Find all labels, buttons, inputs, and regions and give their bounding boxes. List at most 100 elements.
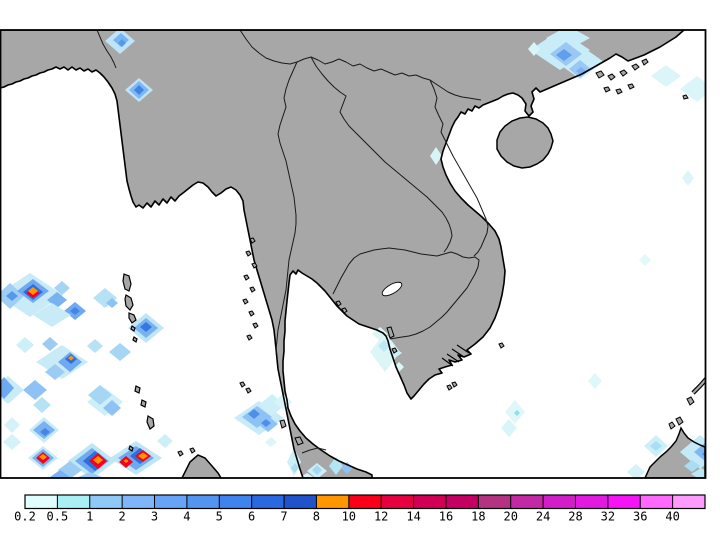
precip-cell [588, 373, 602, 389]
map-frame [0, 29, 707, 479]
precip-cell [691, 468, 705, 478]
colorbar-label: 12 [374, 510, 388, 524]
andaman-nicobar-islands [122, 273, 155, 452]
precip-cell [70, 307, 80, 315]
precip-cell [556, 49, 572, 61]
precip-cell [123, 459, 129, 463]
colorbar-segment [607, 495, 641, 509]
precip-cell [680, 435, 705, 469]
colorbar-segment [543, 495, 576, 509]
colorbar-label: 18 [471, 510, 485, 524]
precip-cell [291, 463, 299, 473]
colorbar-label: 3 [151, 510, 158, 524]
precip-cell [54, 281, 70, 295]
map-lines-layer [0, 30, 705, 478]
colorbar-label: 0.2 [14, 510, 36, 524]
precip-cell [370, 332, 400, 372]
colorbar-label: 28 [568, 510, 582, 524]
colorbar-segment [316, 495, 349, 509]
precip-cell [528, 42, 540, 56]
colorbar-segment [445, 495, 479, 509]
colorbar-segment [89, 495, 123, 509]
colorbar-segment [25, 495, 58, 509]
colorbar-label: 0.5 [47, 510, 69, 524]
precip-cell [0, 377, 14, 399]
precip-cell [76, 472, 104, 478]
colorbar-label: 7 [280, 510, 287, 524]
precip-cell [109, 343, 131, 361]
precip-cell [33, 397, 51, 413]
precip-cell [680, 76, 705, 102]
precip-cell [430, 147, 442, 165]
precip-cell [42, 337, 58, 351]
precip-cell [627, 464, 645, 478]
precip-cell [16, 337, 34, 353]
precip-cell [312, 465, 322, 475]
precipitation-layer [0, 30, 720, 478]
colorbar-label: 32 [601, 510, 615, 524]
colorbar-segment [478, 495, 511, 509]
colorbar-label: 36 [633, 510, 647, 524]
precip-cell [68, 355, 74, 361]
precip-cell [501, 419, 517, 437]
precip-cell [4, 417, 20, 433]
colorbar-segment [122, 495, 155, 509]
colorbar-segment [510, 495, 544, 509]
colorbar-segment [575, 495, 608, 509]
colorbar-segment [284, 495, 317, 509]
precip-cell [261, 419, 271, 427]
colorbar-label: 6 [248, 510, 255, 524]
precip-cell [651, 65, 681, 87]
colorbar-label: 8 [313, 510, 320, 524]
precip-cell [684, 460, 700, 472]
precip-cell [39, 454, 47, 460]
precip-cell [23, 380, 47, 400]
precip-cell [138, 452, 148, 460]
precip-cell [341, 462, 353, 474]
colorbar-label: 10 [342, 510, 356, 524]
precip-cell [88, 385, 112, 405]
precip-cell [87, 339, 103, 353]
colorbar-label: 1 [86, 510, 93, 524]
precip-cell [248, 409, 260, 419]
colorbar-segment [57, 495, 90, 509]
precip-cell [3, 434, 21, 450]
precip-cell [93, 456, 103, 464]
colorbar-segment [186, 495, 220, 509]
colorbar-label: 14 [406, 510, 420, 524]
precip-cell [694, 442, 705, 462]
precip-cell [134, 85, 144, 95]
colorbar-label: 4 [183, 510, 190, 524]
colorbar-segment [348, 495, 382, 509]
precip-cell [514, 410, 520, 416]
precip-cell [103, 400, 121, 416]
colorbar-outline [24, 494, 706, 510]
tonle-sap-lake [381, 281, 403, 297]
precip-cell [50, 470, 70, 478]
precip-cell [710, 418, 720, 434]
precip-cell [118, 39, 126, 47]
colorbar-label: 24 [536, 510, 550, 524]
precip-cell [33, 303, 71, 327]
colorbar-label: 16 [439, 510, 453, 524]
precip-cell [639, 254, 651, 266]
colorbar-label: 5 [216, 510, 223, 524]
precip-cell [682, 170, 694, 186]
colorbar-segment [413, 495, 446, 509]
precip-cell [40, 428, 50, 436]
precip-cell [378, 340, 390, 352]
precip-cell [106, 298, 118, 308]
precip-cell [157, 434, 173, 448]
colorbar-segment [251, 495, 285, 509]
precip-cell [140, 322, 152, 332]
colorbar: 0.2 0.5 1 2 3 4 5 6 7 8 10 12 14 16 18 20 24 28 32 36 40 [14, 494, 706, 524]
precip-cell [265, 437, 277, 447]
colorbar-segment [154, 495, 187, 509]
precip-cell [45, 364, 65, 380]
colorbar-label: 20 [503, 510, 517, 524]
colorbar-segment [219, 495, 252, 509]
colorbar-label: 40 [665, 510, 679, 524]
colorbar-label: 2 [119, 510, 126, 524]
